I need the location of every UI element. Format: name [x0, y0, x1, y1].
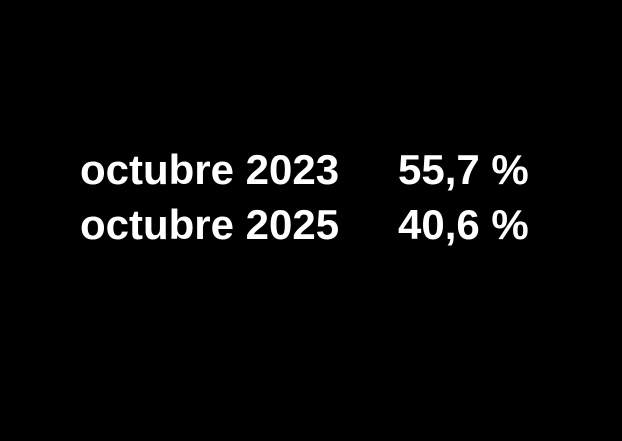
- stat-row: octubre 2023 55,7 %: [80, 142, 529, 197]
- stats-block: octubre 2023 55,7 % octubre 2025 40,6 %: [80, 142, 529, 252]
- stat-label: octubre 2023: [80, 146, 340, 193]
- stat-value: 40,6 %: [398, 201, 529, 248]
- stat-value: 55,7 %: [398, 146, 529, 193]
- stat-label: octubre 2025: [80, 201, 340, 248]
- stat-row: octubre 2025 40,6 %: [80, 197, 529, 252]
